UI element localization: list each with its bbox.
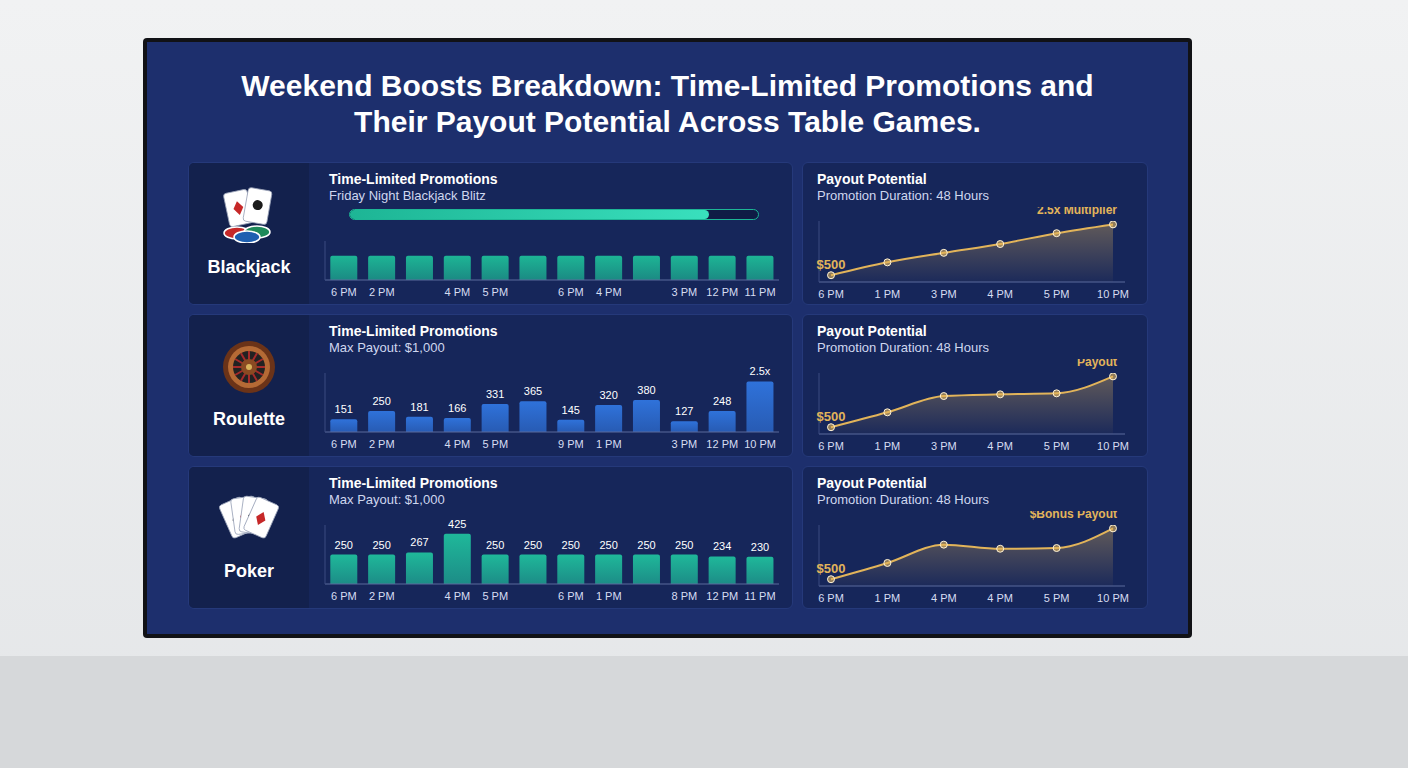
svg-text:1 PM: 1 PM [596, 438, 622, 450]
svg-text:320: 320 [599, 389, 617, 401]
svg-text:6 PM: 6 PM [558, 590, 584, 602]
svg-text:3 PM: 3 PM [672, 438, 698, 450]
svg-text:230: 230 [751, 541, 769, 553]
svg-text:5 PM: 5 PM [1044, 288, 1070, 300]
svg-text:2.5x Multiplier: 2.5x Multiplier [1037, 207, 1117, 217]
html-text:Friday Night Blackjack Blitz: Friday Night Blackjack Blitz [329, 188, 486, 203]
svg-text:$500: $500 [817, 257, 846, 272]
svg-text:248: 248 [713, 395, 731, 407]
svg-text:6 PM: 6 PM [331, 438, 357, 450]
svg-text:3 PM: 3 PM [931, 288, 957, 300]
svg-text:250: 250 [372, 395, 390, 407]
html-text:Promotion Duration: 48 Hours: Promotion Duration: 48 Hours [817, 188, 989, 203]
svg-text:8 PM: 8 PM [672, 590, 698, 602]
svg-text:4 PM: 4 PM [445, 286, 471, 298]
html-text:Payout Potential: Payout Potential [817, 171, 927, 187]
svg-text:10 PM: 10 PM [1097, 592, 1129, 604]
svg-text:10 PM: 10 PM [744, 438, 776, 450]
svg-text:1 PM: 1 PM [875, 592, 901, 604]
svg-text:181: 181 [410, 401, 428, 413]
svg-text:250: 250 [335, 539, 353, 551]
svg-text:331: 331 [486, 388, 504, 400]
svg-text:4 PM: 4 PM [445, 438, 471, 450]
svg-text:11 PM: 11 PM [745, 590, 776, 602]
svg-text:4 PM: 4 PM [987, 592, 1013, 604]
svg-text:$Bonus Payout: $Bonus Payout [1030, 511, 1117, 521]
html-text:Time-Limited Promotions: Time-Limited Promotions [329, 323, 498, 339]
svg-text:151: 151 [335, 403, 353, 415]
svg-text:1 PM: 1 PM [875, 288, 901, 300]
svg-text:6 PM: 6 PM [558, 286, 584, 298]
svg-text:12 PM: 12 PM [706, 438, 738, 450]
svg-text:234: 234 [713, 540, 731, 552]
svg-text:3 PM: 3 PM [672, 286, 698, 298]
svg-text:250: 250 [372, 539, 390, 551]
svg-text:250: 250 [599, 539, 617, 551]
svg-text:166: 166 [448, 402, 466, 414]
html-text:Roulette: Roulette [213, 409, 285, 429]
html-text:Promotion Duration: 48 Hours: Promotion Duration: 48 Hours [817, 340, 989, 355]
svg-text:4 PM: 4 PM [987, 440, 1013, 452]
html-text:Poker: Poker [224, 561, 274, 581]
html-text:Payout Potential: Payout Potential [817, 475, 927, 491]
svg-text:4 PM: 4 PM [931, 592, 957, 604]
svg-text:6 PM: 6 PM [331, 590, 357, 602]
svg-text:250: 250 [637, 539, 655, 551]
svg-text:5 PM: 5 PM [482, 286, 508, 298]
svg-text:250: 250 [675, 539, 693, 551]
svg-text:$500: $500 [817, 561, 846, 576]
svg-text:127: 127 [675, 405, 693, 417]
svg-text:Payout: Payout [1077, 359, 1117, 369]
svg-text:2 PM: 2 PM [369, 590, 395, 602]
svg-text:4 PM: 4 PM [445, 590, 471, 602]
svg-text:$500: $500 [817, 409, 846, 424]
svg-text:2 PM: 2 PM [369, 286, 395, 298]
svg-text:12 PM: 12 PM [706, 590, 738, 602]
html-text:Weekend Boosts Breakdown: Time: Weekend Boosts Breakdown: Time-Limited P… [241, 69, 1094, 138]
svg-text:6 PM: 6 PM [818, 440, 844, 452]
svg-text:6 PM: 6 PM [818, 288, 844, 300]
svg-text:3 PM: 3 PM [931, 440, 957, 452]
html-text:Payout Potential: Payout Potential [817, 323, 927, 339]
svg-text:145: 145 [562, 404, 580, 416]
svg-text:250: 250 [524, 539, 542, 551]
html-text:Max Payout: $1,000: Max Payout: $1,000 [329, 492, 445, 507]
html-text:Promotion Duration: 48 Hours: Promotion Duration: 48 Hours [817, 492, 989, 507]
svg-text:12 PM: 12 PM [706, 286, 738, 298]
svg-text:250: 250 [562, 539, 580, 551]
svg-text:5 PM: 5 PM [482, 438, 508, 450]
html-text:Max Payout: $1,000: Max Payout: $1,000 [329, 340, 445, 355]
svg-text:10 PM: 10 PM [1097, 440, 1129, 452]
svg-text:365: 365 [524, 385, 542, 397]
svg-text:4 PM: 4 PM [596, 286, 622, 298]
html-text:Time-Limited Promotions: Time-Limited Promotions [329, 475, 498, 491]
svg-text:5 PM: 5 PM [1044, 440, 1070, 452]
svg-text:6 PM: 6 PM [818, 592, 844, 604]
svg-text:425: 425 [448, 518, 466, 530]
svg-text:11 PM: 11 PM [745, 286, 776, 298]
svg-text:9 PM: 9 PM [558, 438, 584, 450]
svg-text:250: 250 [486, 539, 504, 551]
svg-text:5 PM: 5 PM [1044, 592, 1070, 604]
svg-text:5 PM: 5 PM [482, 590, 508, 602]
html-text:Time-Limited Promotions: Time-Limited Promotions [329, 171, 498, 187]
svg-text:2.5x: 2.5x [750, 365, 771, 377]
svg-text:1 PM: 1 PM [596, 590, 622, 602]
html-text:Blackjack: Blackjack [207, 257, 291, 277]
svg-text:1 PM: 1 PM [875, 440, 901, 452]
svg-text:380: 380 [637, 384, 655, 396]
svg-text:10 PM: 10 PM [1097, 288, 1129, 300]
svg-text:267: 267 [410, 536, 428, 548]
svg-text:4 PM: 4 PM [987, 288, 1013, 300]
svg-text:6 PM: 6 PM [331, 286, 357, 298]
svg-text:2 PM: 2 PM [369, 438, 395, 450]
